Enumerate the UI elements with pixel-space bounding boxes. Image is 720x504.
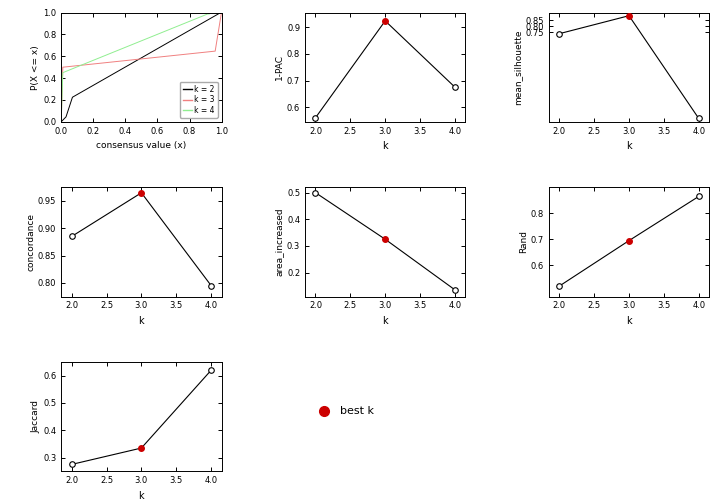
X-axis label: k: k — [626, 141, 632, 151]
Text: best k: best k — [341, 406, 374, 416]
X-axis label: k: k — [138, 316, 144, 326]
X-axis label: k: k — [138, 491, 144, 500]
Legend: k = 2, k = 3, k = 4: k = 2, k = 3, k = 4 — [180, 82, 217, 118]
Y-axis label: Rand: Rand — [519, 230, 528, 254]
Y-axis label: P(X <= x): P(X <= x) — [31, 45, 40, 90]
X-axis label: k: k — [382, 316, 388, 326]
X-axis label: consensus value (x): consensus value (x) — [96, 141, 186, 150]
Y-axis label: Jaccard: Jaccard — [31, 400, 40, 433]
Y-axis label: mean_silhouette: mean_silhouette — [513, 29, 523, 105]
Y-axis label: 1-PAC: 1-PAC — [275, 54, 284, 80]
Y-axis label: area_increased: area_increased — [275, 208, 284, 276]
X-axis label: k: k — [382, 141, 388, 151]
X-axis label: k: k — [626, 316, 632, 326]
Y-axis label: concordance: concordance — [26, 213, 35, 271]
